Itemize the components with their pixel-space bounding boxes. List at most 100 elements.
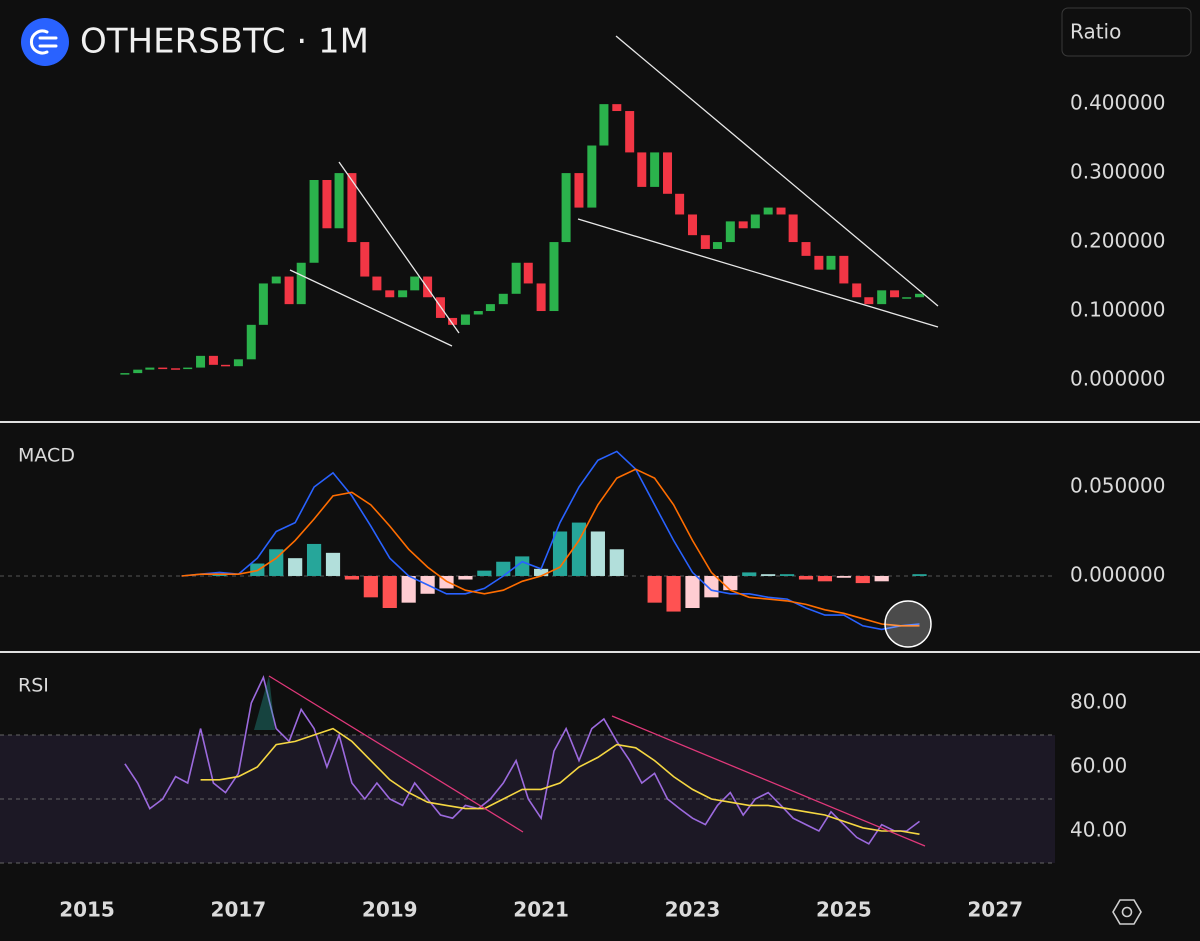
histogram-bar (515, 556, 530, 576)
rsi-trendlines (268, 675, 926, 847)
trendline (611, 715, 926, 847)
histogram-bar (325, 552, 341, 576)
candle (221, 364, 231, 367)
candle (915, 293, 925, 298)
histogram-bar (382, 575, 397, 609)
histogram-bar (212, 574, 227, 576)
plot-layer: 0.400000 0.300000 0.200000 0.100000 0.000000… (0, 91, 1165, 922)
candle (398, 290, 408, 298)
candle (183, 367, 193, 370)
x-tick-label: 2027 (967, 898, 1023, 922)
histogram-bar (798, 575, 814, 580)
histogram-bar (666, 575, 681, 612)
histogram-bar (269, 549, 284, 576)
candle (637, 152, 647, 187)
pane-title: RSI (18, 675, 49, 697)
x-tick-label: 2021 (513, 898, 569, 922)
candle (171, 368, 181, 370)
histogram-bar (288, 558, 303, 576)
candle (523, 262, 533, 284)
x-tick-label: 2025 (816, 898, 872, 922)
candle (208, 355, 218, 365)
pane-title: MACD (18, 445, 75, 467)
candle (612, 104, 622, 112)
y-tick-label: 0.050000 (1070, 473, 1165, 497)
histogram-bar (534, 568, 549, 576)
y-tick-label: 0.000000 (1070, 367, 1165, 391)
candle (864, 297, 874, 305)
candle (687, 214, 697, 236)
y-tick-label: 0.100000 (1070, 298, 1165, 322)
candle (423, 276, 433, 298)
candle (233, 359, 243, 367)
histogram-bar (912, 574, 927, 576)
candle (801, 242, 811, 256)
candle (852, 283, 862, 298)
candle (599, 104, 609, 146)
histogram-bar (836, 575, 851, 578)
candle (890, 290, 900, 298)
candle (738, 221, 748, 229)
y-tick-label: 0.300000 (1070, 160, 1165, 184)
candle (650, 152, 660, 187)
candle (145, 367, 155, 370)
histogram-bar (363, 575, 378, 598)
y-tick-label: 0.400000 (1070, 91, 1165, 115)
candle (587, 145, 597, 208)
candle (196, 355, 206, 368)
symbol-title: OTHERSBTC · 1M (80, 22, 369, 62)
histogram-bar (590, 531, 605, 576)
candle (448, 317, 458, 325)
candle (372, 276, 382, 291)
y-tick-label: 60.00 (1070, 754, 1127, 778)
candle (473, 311, 483, 315)
candle (814, 255, 824, 270)
x-tick-label: 2017 (211, 898, 267, 922)
y-tick-label: 0.200000 (1070, 229, 1165, 253)
candle (877, 290, 887, 305)
candle (133, 369, 143, 374)
y-tick-label: 40.00 (1070, 818, 1127, 842)
candle (561, 173, 571, 243)
settings-hex[interactable] (1112, 899, 1142, 925)
histogram-bar (647, 575, 662, 603)
highlight-circle (884, 600, 932, 648)
candle (498, 293, 508, 305)
histogram-bar (477, 570, 492, 576)
settings-dot[interactable] (1121, 906, 1133, 918)
histogram-bar (723, 575, 738, 591)
candle (258, 283, 268, 325)
logo-arc (29, 29, 49, 55)
candle (826, 255, 836, 270)
settings-icon[interactable] (1112, 899, 1142, 925)
macd-line (181, 450, 920, 631)
candle (625, 111, 635, 153)
histogram-bar (817, 575, 833, 582)
histogram-bar (458, 575, 473, 580)
candle (511, 262, 521, 294)
macd-line (181, 468, 920, 627)
rsi-overbought-fill (254, 676, 275, 730)
y-tick-label: 80.00 (1070, 689, 1127, 713)
candle (410, 276, 420, 291)
candle (725, 221, 735, 243)
histogram-bar (855, 575, 870, 584)
candle (788, 214, 798, 243)
candle (271, 276, 281, 284)
histogram-bar (571, 522, 587, 576)
rsi-line (124, 675, 920, 845)
trendline (338, 161, 460, 334)
candle (750, 214, 760, 229)
candle (120, 373, 130, 375)
scale-button[interactable] (1061, 7, 1192, 57)
scale-button-label[interactable]: Ratio (1070, 20, 1121, 44)
histogram-bar (552, 531, 568, 576)
histogram-bar (609, 549, 624, 576)
histogram-bar (761, 574, 776, 576)
candle (549, 242, 559, 312)
candle (839, 255, 849, 284)
rsi-ma-line (200, 727, 920, 835)
